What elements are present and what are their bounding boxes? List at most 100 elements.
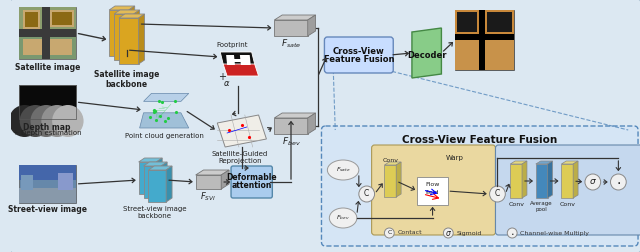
Polygon shape [109,10,129,56]
Polygon shape [119,14,145,18]
Polygon shape [522,161,527,198]
Circle shape [20,105,51,137]
FancyBboxPatch shape [19,85,76,119]
Polygon shape [275,118,308,134]
Text: +: + [218,72,226,82]
Text: $\sigma$: $\sigma$ [589,177,596,186]
Text: Flow: Flow [426,182,440,187]
Text: Reprojection: Reprojection [218,158,262,164]
Polygon shape [22,10,40,29]
Text: attention: attention [232,181,272,191]
Text: Decoder: Decoder [407,50,447,59]
Circle shape [490,186,506,202]
Circle shape [31,105,62,137]
Text: $F_{bev}$: $F_{bev}$ [282,136,300,148]
Polygon shape [486,12,512,32]
Polygon shape [52,12,72,25]
Polygon shape [19,29,76,37]
Polygon shape [275,20,308,36]
Polygon shape [240,55,251,65]
Polygon shape [19,188,76,203]
Text: C: C [387,231,392,236]
Polygon shape [166,166,172,202]
Polygon shape [143,166,161,198]
Text: Channel-wise Multiply: Channel-wise Multiply [520,231,589,236]
Polygon shape [275,113,316,118]
Text: Street-view image
backbone: Street-view image backbone [123,206,186,219]
Text: $\cdot$: $\cdot$ [510,228,515,238]
Polygon shape [233,59,242,62]
Circle shape [42,105,73,137]
Polygon shape [143,162,167,166]
Text: Footprint: Footprint [216,42,248,48]
FancyBboxPatch shape [19,165,76,203]
Text: Satellite image
backbone: Satellite image backbone [94,70,159,89]
Polygon shape [548,161,552,198]
Polygon shape [24,12,38,27]
Polygon shape [58,173,73,190]
Polygon shape [561,161,578,164]
Text: Conv: Conv [382,158,398,163]
Polygon shape [221,170,229,189]
Polygon shape [308,113,316,134]
Polygon shape [109,6,134,10]
Circle shape [9,105,40,137]
Polygon shape [308,15,316,36]
FancyBboxPatch shape [19,7,76,59]
Polygon shape [457,12,477,32]
Polygon shape [217,115,266,147]
Text: C: C [495,190,500,199]
Text: Depth map: Depth map [24,123,71,132]
Polygon shape [385,165,396,197]
Text: Satellite-Guided: Satellite-Guided [212,151,268,157]
Polygon shape [510,161,527,164]
Polygon shape [134,10,140,60]
Polygon shape [42,7,50,59]
Text: Warp: Warp [446,155,464,161]
Text: Cross-View: Cross-View [333,47,385,55]
Text: $\cdot$: $\cdot$ [616,175,621,189]
Polygon shape [573,161,578,198]
Text: Contact: Contact [397,231,422,236]
Polygon shape [139,162,156,194]
Polygon shape [119,18,139,64]
Polygon shape [226,55,235,65]
Text: field: field [426,190,439,195]
FancyBboxPatch shape [455,10,514,70]
FancyBboxPatch shape [231,166,273,198]
Polygon shape [561,164,573,198]
Polygon shape [479,40,484,70]
Polygon shape [455,10,479,34]
Polygon shape [510,164,522,198]
Text: $F_{sate}$: $F_{sate}$ [336,166,351,174]
Polygon shape [385,162,401,165]
Polygon shape [22,39,72,55]
Polygon shape [19,165,76,180]
Text: C: C [364,190,369,199]
Polygon shape [20,174,33,190]
Polygon shape [196,175,221,189]
Text: Average: Average [531,202,553,206]
Text: Deformable: Deformable [227,173,277,182]
Polygon shape [114,10,140,14]
Ellipse shape [330,208,357,228]
Polygon shape [139,158,162,162]
Polygon shape [396,162,401,197]
Text: Satellite image: Satellite image [15,62,80,72]
Polygon shape [19,33,76,59]
Polygon shape [455,34,514,40]
Polygon shape [140,113,189,128]
Polygon shape [196,170,229,175]
Circle shape [385,228,394,238]
Polygon shape [536,161,552,164]
Polygon shape [143,93,189,101]
Polygon shape [479,10,484,70]
Circle shape [444,228,453,238]
Text: $\alpha$: $\alpha$ [223,79,231,88]
Text: + Depth estimation: + Depth estimation [13,130,81,136]
Text: Street-view image: Street-view image [8,205,86,214]
Polygon shape [455,40,514,70]
Text: $F_{bev}$: $F_{bev}$ [336,213,350,223]
Text: $F_{SVI}$: $F_{SVI}$ [200,191,216,203]
Text: Feature Fusion: Feature Fusion [324,54,394,64]
